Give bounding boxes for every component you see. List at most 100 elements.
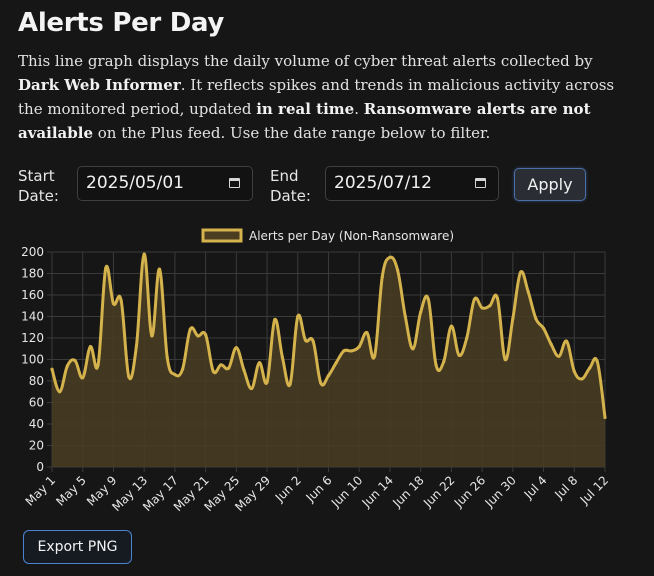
chart-description: This line graph displays the daily volum… [18,49,638,145]
data-point [511,317,515,321]
data-point [265,380,269,384]
y-tick-label: 140 [21,310,44,324]
data-point [280,355,285,359]
x-tick-label: Jul 4 [521,473,550,502]
start-date-input[interactable]: 2025/05/01 [77,166,253,201]
desc-bold-ransomware: Ransomware alerts are not available [18,100,591,142]
apply-button[interactable]: Apply [514,168,586,201]
data-point [357,345,361,349]
data-point [227,366,231,370]
x-tick-label: Jul 12 [577,473,611,507]
data-point [365,331,369,335]
data-point [273,318,277,322]
data-point [303,338,308,342]
data-point [526,290,530,294]
data-point [257,361,261,365]
page-title: Alerts Per Day [18,8,225,38]
x-tick-label: Jun 26 [451,473,488,510]
data-point [58,390,62,394]
data-point [157,267,162,271]
legend-swatch [201,228,243,243]
start-date-label: Start Date: [18,166,59,206]
chart-series-line [50,252,607,418]
y-tick-label: 80 [29,374,44,388]
data-point [419,310,423,314]
desc-text-4: on the Plus feed. Use the date range bel… [93,124,491,142]
data-point [480,306,484,310]
data-point [127,375,131,379]
data-point [219,363,223,367]
start-date-label-line2: Date: [18,187,59,205]
x-tick-label: Jun 14 [359,473,396,510]
data-point [150,334,154,338]
data-point [165,355,169,359]
data-point [426,297,430,301]
data-point [288,382,292,386]
calendar-icon[interactable] [229,178,240,188]
x-tick-label: Jun 10 [328,473,365,510]
x-tick-label: Jun 18 [389,473,426,510]
data-point [403,314,407,319]
y-tick-label: 0 [36,460,44,474]
desc-text-1: This line graph displays the daily volum… [18,52,593,70]
data-point [211,369,215,373]
y-tick-label: 40 [29,417,44,431]
data-point [564,339,569,343]
data-point [349,349,354,353]
data-point [388,255,392,259]
y-tick-label: 120 [21,331,44,345]
start-date-label-line1: Start [18,167,55,185]
x-tick-label: Jun 22 [420,473,457,510]
data-point [234,346,238,350]
data-point [242,368,246,372]
data-point [457,353,461,357]
desc-bold-realtime: in real time [256,100,355,118]
data-point [319,381,323,385]
data-point [503,357,507,362]
y-tick-label: 20 [29,439,44,453]
end-date-label: End Date: [270,166,311,206]
x-tick-label: Jun 30 [482,473,519,510]
end-date-input[interactable]: 2025/07/12 [325,166,499,201]
data-point [449,324,453,328]
chart-legend[interactable]: Alerts per Day (Non-Ransomware) [201,228,454,243]
data-point [534,317,538,321]
x-tick-label: Jul 8 [551,473,580,502]
x-tick-label: Jun 2 [272,473,304,505]
export-png-button[interactable]: Export PNG [23,530,132,564]
data-point [595,360,599,364]
data-point [549,342,553,347]
desc-text-3: . [354,100,364,118]
calendar-icon[interactable] [475,178,486,188]
data-point [250,386,254,391]
data-point [196,334,200,338]
end-date-label-line2: Date: [270,187,311,205]
chart-area-fill [52,254,605,467]
data-point [465,336,469,340]
data-point [134,343,139,348]
data-point [81,376,85,380]
data-point [434,363,438,367]
data-point [342,349,346,353]
data-point [204,333,208,337]
end-date-label-line1: End [270,167,299,185]
data-point [50,367,54,371]
data-point [119,298,123,302]
data-point [73,358,77,363]
data-point [396,268,400,272]
data-point [88,345,93,349]
data-point [557,354,561,358]
data-point [495,296,500,300]
data-point [372,354,377,358]
data-point [65,364,69,368]
data-point [173,372,177,377]
y-tick-label: 180 [21,267,44,281]
y-tick-label: 100 [21,353,44,367]
data-point [96,363,100,367]
start-date-value: 2025/05/01 [86,173,184,193]
y-tick-label: 200 [21,245,44,259]
y-tick-label: 60 [29,396,44,410]
data-point [311,339,315,343]
data-point [603,415,607,420]
